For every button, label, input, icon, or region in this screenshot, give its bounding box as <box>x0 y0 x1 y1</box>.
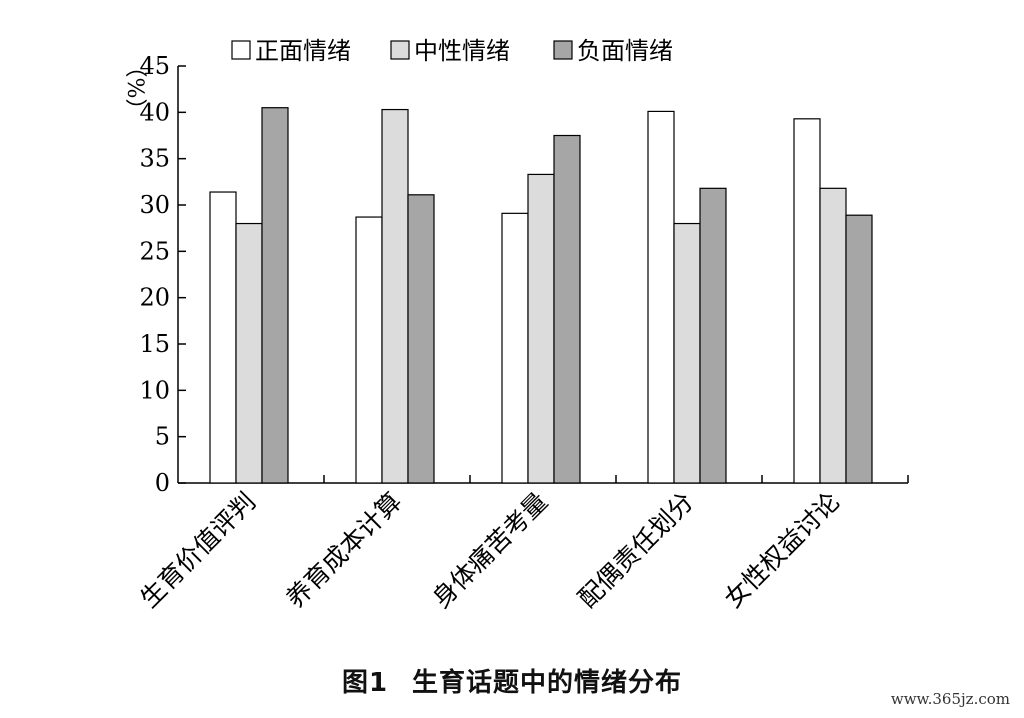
bar-3-4 <box>699 187 727 484</box>
x-tick-label: 生育价值评判 <box>135 487 262 614</box>
bar-1-2 <box>355 216 383 484</box>
x-tick-label: 配偶责任划分 <box>573 487 700 614</box>
bars <box>209 107 873 484</box>
bar-2-4 <box>673 222 701 484</box>
bar-2-1 <box>235 222 263 484</box>
bar-3-3 <box>553 134 581 484</box>
figure-number: 图1 <box>341 668 389 698</box>
y-tick-label: 0 <box>155 469 170 497</box>
figure-caption: 图1 生育话题中的情绪分布 <box>0 662 1024 699</box>
bar-3-5 <box>845 214 873 484</box>
y-tick-label: 20 <box>139 284 170 312</box>
legend-label-1: 正面情绪 <box>255 37 351 65</box>
bar-1-5 <box>793 118 821 484</box>
legend-swatch-2 <box>390 40 410 60</box>
legend-swatch-1 <box>231 40 251 60</box>
bar-chart: 0 5 10 15 20 25 30 35 40 45（%） 生育价值评判 养育成本计算 身体痛苦考量配… <box>122 37 909 614</box>
bar-1-3 <box>501 212 529 484</box>
y-tick-label: 45 <box>139 52 170 80</box>
bar-2-2 <box>381 108 409 484</box>
x-tick-label: 养育成本计算 <box>281 487 408 614</box>
y-tick-label: 40 <box>139 98 170 126</box>
y-tick-label: 10 <box>139 376 170 404</box>
legend: 正面情绪 中性情绪 负面情绪 <box>231 37 673 65</box>
bar-3-1 <box>261 107 289 484</box>
bar-3-2 <box>407 194 435 484</box>
bar-1-1 <box>209 191 237 484</box>
legend-label-3: 负面情绪 <box>577 37 673 65</box>
figure-title: 生育话题中的情绪分布 <box>412 668 683 698</box>
bar-2-5 <box>819 187 847 484</box>
watermark: www.365jz.com <box>890 690 1010 708</box>
legend-label-2: 中性情绪 <box>414 37 510 65</box>
y-tick-label: 15 <box>139 330 170 358</box>
x-tick-label: 身体痛苦考量 <box>427 487 554 614</box>
y-tick-label: 35 <box>139 145 170 173</box>
bar-2-3 <box>527 173 555 484</box>
y-tick-label: 25 <box>139 237 170 265</box>
y-tick-label: 5 <box>155 423 170 451</box>
y-axis-label: （%） <box>122 56 147 121</box>
legend-swatch-3 <box>553 40 573 60</box>
bar-1-4 <box>647 110 675 484</box>
x-tick-label: 女性权益讨论 <box>719 487 846 614</box>
y-tick-label: 30 <box>139 191 170 219</box>
